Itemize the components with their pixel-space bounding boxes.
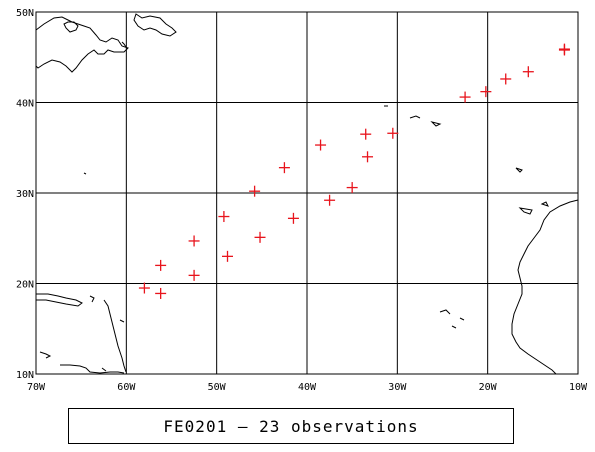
observation-marker xyxy=(324,194,336,206)
observation-marker xyxy=(459,91,471,103)
latitude-tick-label: 30N xyxy=(16,189,34,200)
longitude-axis: 70W 60W 50W 40W 30W 20W 10W xyxy=(27,382,588,393)
longitude-tick-label: 70W xyxy=(27,382,46,393)
observation-marker xyxy=(188,269,200,281)
coastlines xyxy=(35,13,579,375)
map-grid xyxy=(35,11,579,375)
observation-marker xyxy=(218,211,230,223)
latitude-tick-label: 40N xyxy=(16,99,34,110)
latitude-tick-label: 10N xyxy=(16,370,34,381)
latitude-axis: 10N 20N 30N 40N 50N xyxy=(16,8,34,381)
observation-marker xyxy=(480,86,492,98)
latitude-tick-label: 50N xyxy=(16,8,34,19)
observation-marker xyxy=(278,162,290,174)
observation-marker xyxy=(222,250,234,262)
observation-marker xyxy=(500,73,512,85)
observation-marker xyxy=(249,185,261,197)
longitude-tick-label: 40W xyxy=(298,382,317,393)
longitude-tick-label: 30W xyxy=(388,382,407,393)
observation-marker xyxy=(155,259,167,271)
observation-marker xyxy=(188,235,200,247)
observation-marker xyxy=(522,66,534,78)
latitude-tick-label: 20N xyxy=(16,280,34,291)
caption-text: FE0201 – 23 observations xyxy=(163,416,419,436)
observation-markers xyxy=(138,43,570,299)
observation-marker xyxy=(254,231,266,243)
observation-marker xyxy=(362,151,374,163)
observation-marker xyxy=(558,43,570,55)
observation-marker xyxy=(155,287,167,299)
observation-marker xyxy=(138,282,150,294)
observation-marker xyxy=(360,128,372,140)
observation-marker xyxy=(387,127,399,139)
observation-marker xyxy=(287,212,299,224)
longitude-tick-label: 10W xyxy=(569,382,588,393)
caption-box: FE0201 – 23 observations xyxy=(68,408,514,444)
observation-marker xyxy=(315,139,327,151)
observation-marker xyxy=(346,182,358,194)
longitude-tick-label: 20W xyxy=(479,382,498,393)
longitude-tick-label: 60W xyxy=(117,382,136,393)
longitude-tick-label: 50W xyxy=(208,382,227,393)
